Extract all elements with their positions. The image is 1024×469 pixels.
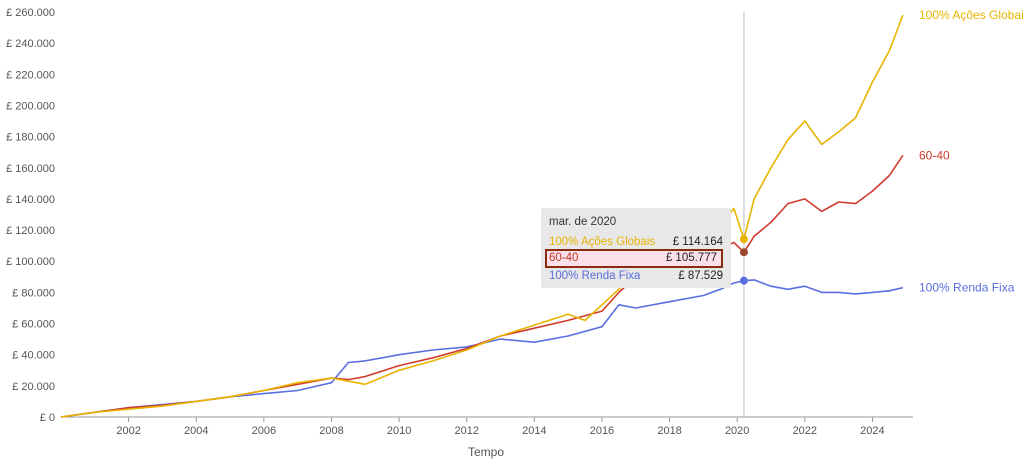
y-tick-label: £ 220.000 [6, 69, 55, 81]
x-tick-label: 2010 [387, 425, 411, 437]
tooltip-title: mar. de 2020 [549, 216, 617, 228]
hover-marker-60-40 [739, 248, 748, 257]
x-tick-label: 2006 [252, 425, 276, 437]
y-tick-label: £ 80.000 [12, 287, 55, 299]
tooltip-row-acoes: 100% Ações Globais £ 114.164 [549, 234, 723, 250]
tooltip-row-value: £ 87.529 [678, 270, 723, 282]
y-tick-label: £ 60.000 [12, 319, 55, 331]
x-tick-label: 2016 [590, 425, 614, 437]
y-tick-label: £ 0 [40, 412, 55, 424]
tooltip-row-value: £ 105.777 [665, 252, 717, 264]
end-label-acoes-globais: 100% Ações Globais [919, 8, 1024, 22]
y-tick-label: £ 240.000 [6, 38, 55, 50]
y-tick-label: £ 160.000 [6, 163, 55, 175]
series-line-60-40 [60, 154, 904, 418]
y-tick-label: £ 200.000 [6, 100, 55, 112]
tooltip-row-name: 100% Ações Globais [549, 236, 656, 248]
y-tick-label: £ 40.000 [12, 350, 55, 362]
y-tick-label: £ 20.000 [12, 381, 55, 393]
y-tick-label: £ 120.000 [6, 225, 55, 237]
tooltip-row-60-40: 60-40 £ 105.777 [545, 249, 723, 268]
x-axis-label: Tempo [468, 445, 504, 459]
y-tick-label: £ 260.000 [6, 7, 55, 19]
tooltip-row-value: £ 114.164 [672, 236, 723, 248]
end-label-renda-fixa: 100% Renda Fixa [919, 281, 1015, 295]
x-tick-label: 2008 [319, 425, 343, 437]
series-group [60, 14, 904, 418]
y-tick-label: £ 180.000 [6, 132, 55, 144]
tooltip-row-renda-fixa: 100% Renda Fixa £ 87.529 [549, 268, 723, 284]
hover-tooltip: mar. de 2020 100% Ações Globais £ 114.16… [541, 208, 731, 288]
x-tick-label: 2014 [522, 425, 546, 437]
x-tick-label: 2020 [725, 425, 749, 437]
x-tick-label: 2018 [657, 425, 681, 437]
y-tick-label: £ 100.000 [6, 256, 55, 268]
x-tick-label: 2024 [860, 425, 884, 437]
x-axis: 2002 2004 2006 2008 2010 2012 2014 2016 2018 2020… [61, 416, 913, 437]
series-line-renda-fixa [60, 279, 904, 418]
end-label-60-40: 60-40 [919, 148, 950, 162]
x-tick-label: 2004 [184, 425, 208, 437]
x-tick-label: 2022 [793, 425, 817, 437]
hover-markers [739, 235, 748, 285]
y-tick-label: £ 140.000 [6, 194, 55, 206]
x-tick-label: 2002 [116, 425, 140, 437]
series-end-labels: 100% Ações Globais 60-40 100% Renda Fixa [919, 8, 1024, 295]
tooltip-row-name: 60-40 [549, 252, 579, 264]
series-line-acoes-globais [60, 14, 904, 418]
hover-marker-acoes [739, 235, 748, 244]
y-axis: £ 0 £ 20.000 £ 40.000 £ 60.000 £ 80.000 £ 100… [6, 7, 55, 424]
x-tick-label: 2012 [454, 425, 478, 437]
tooltip-row-name: 100% Renda Fixa [549, 270, 641, 282]
hover-marker-renda-fixa [739, 276, 748, 285]
